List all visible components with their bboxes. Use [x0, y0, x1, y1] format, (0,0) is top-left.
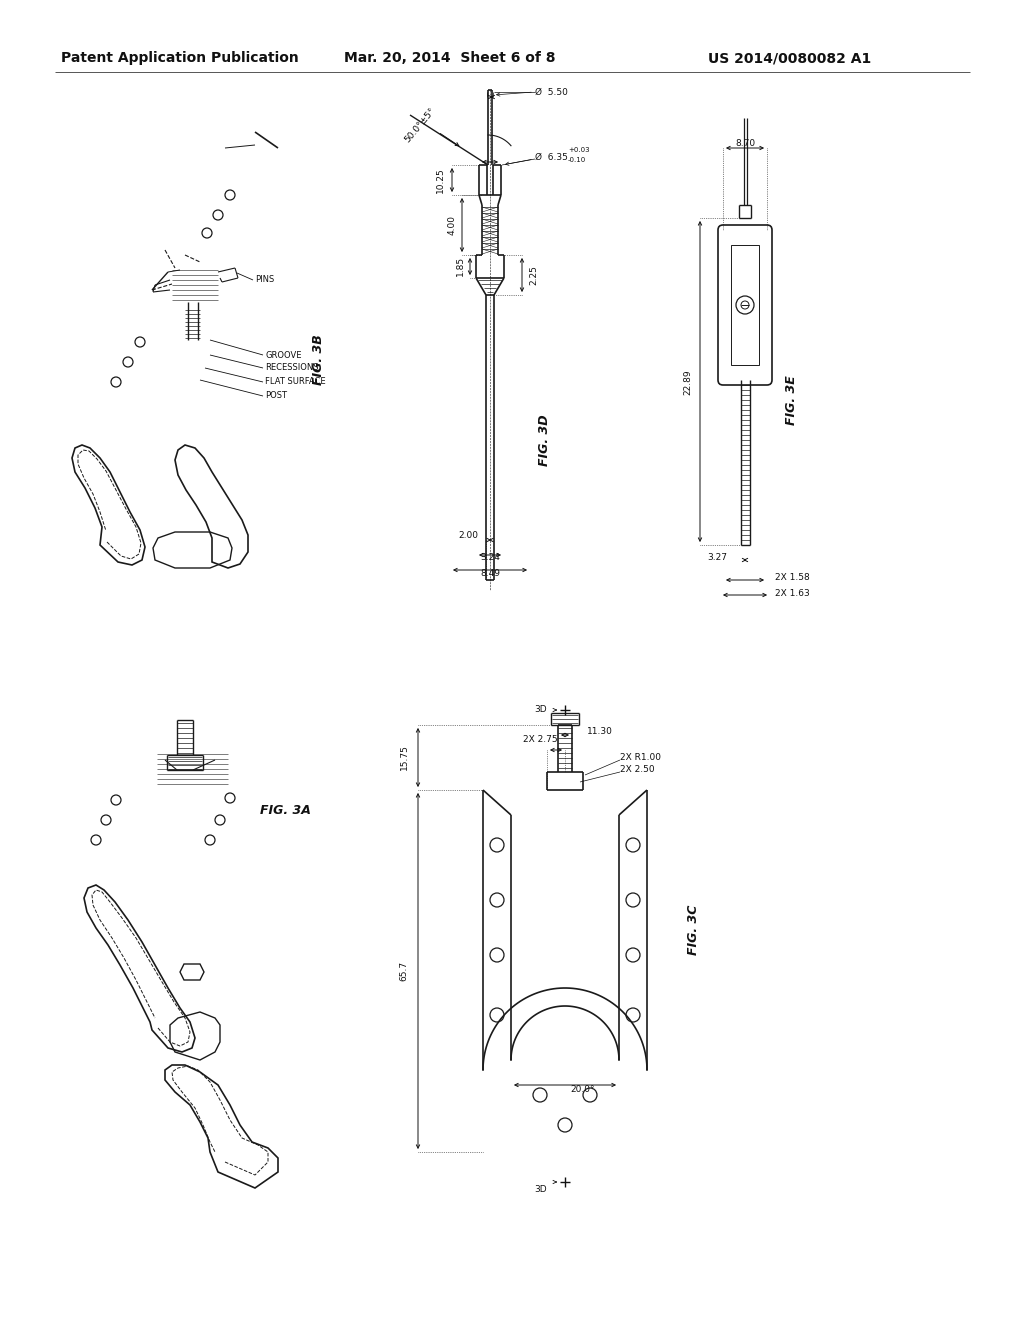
- Text: 3.27: 3.27: [707, 553, 727, 561]
- Bar: [731, 246, 759, 366]
- Text: Ø  5.50: Ø 5.50: [535, 87, 568, 96]
- Text: Mar. 20, 2014  Sheet 6 of 8: Mar. 20, 2014 Sheet 6 of 8: [344, 51, 556, 65]
- Text: 1.85: 1.85: [456, 256, 465, 276]
- Text: 3D: 3D: [535, 1185, 547, 1195]
- Text: 3.24: 3.24: [480, 553, 500, 562]
- Text: FIG. 3D: FIG. 3D: [539, 414, 552, 466]
- Text: 2X 1.58: 2X 1.58: [775, 573, 810, 582]
- Text: 2.00: 2.00: [458, 532, 478, 540]
- Text: 15.75: 15.75: [399, 744, 409, 771]
- Text: 50.0°±5°: 50.0°±5°: [402, 106, 437, 144]
- Text: Patent Application Publication: Patent Application Publication: [61, 51, 299, 65]
- Text: FIG. 3B: FIG. 3B: [311, 335, 325, 385]
- Text: -0.10: -0.10: [568, 157, 587, 162]
- Text: 11.30: 11.30: [587, 727, 613, 737]
- Text: US 2014/0080082 A1: US 2014/0080082 A1: [709, 51, 871, 65]
- Text: 2X 1.63: 2X 1.63: [775, 589, 810, 598]
- Text: 2X R1.00: 2X R1.00: [620, 754, 662, 763]
- Text: GROOVE: GROOVE: [265, 351, 301, 359]
- Text: 2X 2.75: 2X 2.75: [522, 735, 557, 744]
- Text: FIG. 3A: FIG. 3A: [259, 804, 310, 817]
- Text: FIG. 3E: FIG. 3E: [785, 375, 798, 425]
- Text: 8.49: 8.49: [480, 569, 500, 578]
- Text: 4.00: 4.00: [447, 215, 457, 235]
- Text: POST: POST: [265, 392, 287, 400]
- Text: FIG. 3C: FIG. 3C: [687, 904, 700, 956]
- Text: 22.89: 22.89: [683, 370, 692, 395]
- Text: 8.70: 8.70: [735, 139, 755, 148]
- Text: Ø  6.35: Ø 6.35: [535, 153, 568, 161]
- Text: 3D: 3D: [535, 705, 547, 714]
- Text: 20.0°: 20.0°: [570, 1085, 595, 1094]
- Text: 2.25: 2.25: [529, 265, 539, 285]
- Text: +0.03: +0.03: [568, 147, 590, 153]
- Text: RECESSIONS: RECESSIONS: [265, 363, 318, 372]
- Text: PINS: PINS: [255, 276, 274, 285]
- Text: 2X 2.50: 2X 2.50: [620, 766, 654, 775]
- Text: 65.7: 65.7: [399, 961, 409, 981]
- Text: FLAT SURFACE: FLAT SURFACE: [265, 378, 326, 387]
- Text: 10.25: 10.25: [435, 168, 444, 193]
